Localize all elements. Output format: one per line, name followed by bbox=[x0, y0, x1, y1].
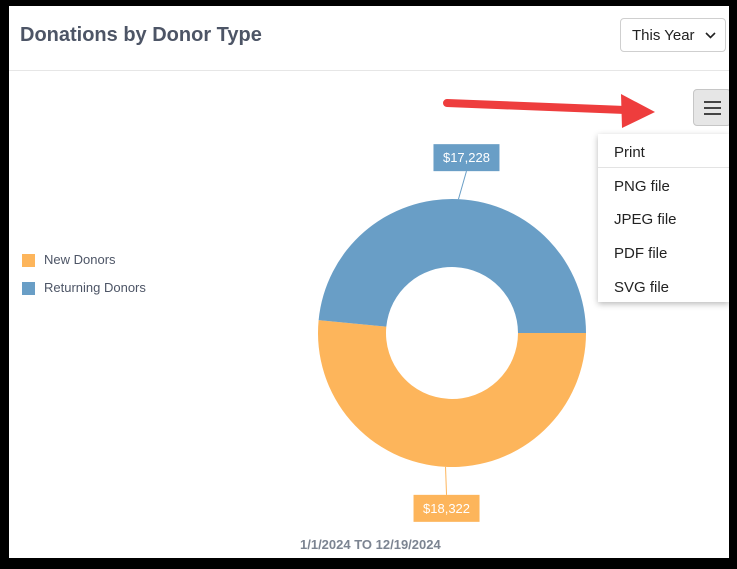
legend-label-new-donors: New Donors bbox=[44, 252, 116, 267]
legend-swatch-new-donors bbox=[22, 254, 35, 267]
data-label-box-new-donors bbox=[413, 494, 480, 522]
chevron-down-icon bbox=[705, 32, 716, 39]
chart-menu-button[interactable] bbox=[693, 89, 729, 126]
period-select[interactable]: This Year bbox=[620, 18, 726, 52]
menu-divider bbox=[598, 167, 729, 168]
donut-chart: $18,322 $17,228 bbox=[318, 144, 586, 522]
menu-item-print-label: Print bbox=[614, 144, 645, 161]
card-header: Donations by Donor Type This Year bbox=[9, 6, 729, 71]
data-label-box-returning-donors bbox=[433, 144, 500, 172]
menu-item-pdf-label: PDF file bbox=[614, 245, 668, 262]
data-label-new-donors: $18,322 bbox=[423, 501, 470, 516]
menu-item-jpeg-label: JPEG file bbox=[614, 211, 677, 228]
donut-slice-returning-donors[interactable] bbox=[318, 199, 586, 333]
donut-slice-new-donors[interactable] bbox=[318, 320, 586, 467]
chart-area: $18,322 $17,228 New Donors Returning Dono… bbox=[9, 6, 729, 558]
data-label-returning-donors: $17,228 bbox=[443, 150, 490, 165]
menu-item-pdf[interactable]: PDF file bbox=[598, 239, 729, 269]
hamburger-icon-line bbox=[704, 107, 721, 109]
legend-swatch-returning-donors bbox=[22, 282, 35, 295]
menu-item-png[interactable]: PNG file bbox=[598, 172, 729, 202]
menu-item-print[interactable]: Print bbox=[598, 138, 729, 168]
data-label-connector-returning-donors bbox=[457, 171, 467, 200]
period-select-value: This Year bbox=[632, 27, 695, 44]
page-title: Donations by Donor Type bbox=[20, 24, 262, 46]
chart-subtitle: 1/1/2024 TO 12/19/2024 bbox=[300, 537, 441, 552]
hamburger-icon-line bbox=[704, 101, 721, 103]
export-menu: Print PNG file JPEG file PDF file SVG fi… bbox=[598, 134, 729, 302]
chart-card: Donations by Donor Type This Year $18,32… bbox=[9, 6, 729, 558]
menu-item-svg[interactable]: SVG file bbox=[598, 273, 729, 303]
legend-label-returning-donors: Returning Donors bbox=[44, 280, 146, 295]
menu-item-png-label: PNG file bbox=[614, 178, 670, 195]
menu-item-jpeg[interactable]: JPEG file bbox=[598, 205, 729, 235]
data-label-connector-new-donors bbox=[445, 466, 448, 495]
menu-item-svg-label: SVG file bbox=[614, 279, 670, 296]
hamburger-icon-line bbox=[704, 113, 721, 115]
